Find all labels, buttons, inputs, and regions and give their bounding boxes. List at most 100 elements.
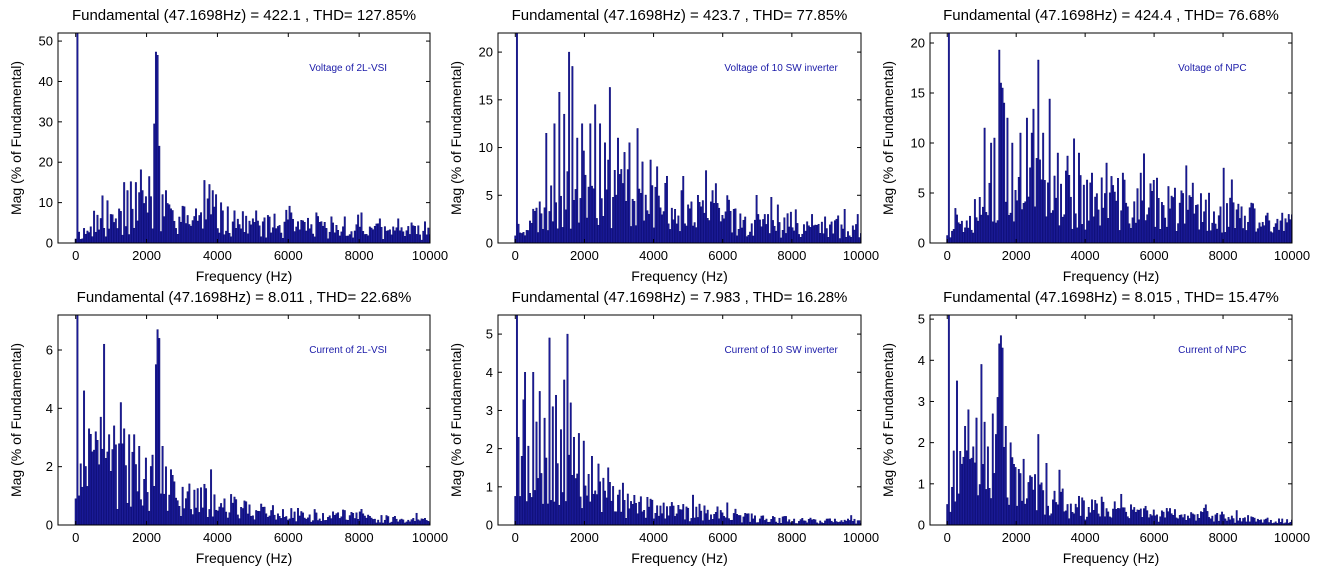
y-tick-label: 10 bbox=[911, 136, 925, 151]
bar bbox=[1004, 425, 1007, 525]
bars-group bbox=[946, 315, 1292, 525]
bar bbox=[1253, 208, 1256, 243]
x-tick-label: 10000 bbox=[843, 530, 879, 545]
bar bbox=[1073, 513, 1076, 525]
bar bbox=[424, 221, 426, 243]
bar bbox=[1224, 518, 1227, 525]
bar bbox=[996, 397, 999, 525]
bar bbox=[213, 494, 216, 525]
bar bbox=[1191, 513, 1194, 525]
bar bbox=[1133, 201, 1136, 243]
x-tick-label: 4000 bbox=[1071, 530, 1100, 545]
bar bbox=[692, 494, 694, 525]
bar bbox=[1243, 517, 1246, 525]
bar bbox=[1060, 183, 1062, 243]
bar bbox=[1133, 507, 1136, 525]
bar bbox=[1193, 514, 1196, 525]
series-annotation: Voltage of NPC bbox=[1178, 63, 1246, 74]
bar bbox=[1141, 517, 1144, 525]
bar bbox=[1056, 504, 1059, 525]
bar bbox=[1247, 515, 1250, 525]
bar bbox=[1105, 508, 1108, 525]
bar bbox=[1269, 519, 1272, 525]
bar bbox=[853, 518, 856, 525]
bar bbox=[1123, 507, 1126, 525]
bar bbox=[594, 104, 597, 243]
bar bbox=[988, 488, 991, 525]
bar bbox=[998, 343, 1001, 525]
bar bbox=[954, 501, 957, 525]
bar bbox=[343, 216, 346, 243]
bar bbox=[343, 510, 346, 525]
chart-title: Fundamental (47.1698Hz) = 8.011 , THD= 2… bbox=[76, 289, 412, 306]
bar bbox=[164, 466, 167, 525]
bar bbox=[1186, 515, 1189, 525]
bar bbox=[144, 457, 147, 525]
x-tick-label: 10000 bbox=[1274, 248, 1310, 263]
bar bbox=[360, 212, 363, 243]
bar bbox=[1169, 508, 1171, 525]
bar bbox=[1037, 59, 1040, 243]
bar bbox=[957, 493, 960, 525]
bar bbox=[986, 446, 989, 525]
axes-frame bbox=[57, 314, 431, 526]
bar bbox=[1196, 514, 1199, 525]
bar bbox=[1042, 490, 1045, 525]
bars-group bbox=[946, 33, 1292, 243]
y-tick-label: 50 bbox=[39, 34, 53, 49]
bar bbox=[1079, 515, 1082, 525]
bar bbox=[1165, 508, 1168, 525]
x-tick-label: 2000 bbox=[570, 248, 599, 263]
bar bbox=[527, 445, 530, 525]
bar bbox=[1256, 518, 1259, 525]
bar bbox=[550, 185, 553, 243]
bar bbox=[196, 488, 199, 525]
bar bbox=[1253, 517, 1256, 525]
bar bbox=[263, 217, 266, 243]
bar bbox=[76, 33, 79, 243]
y-tick-label: 10 bbox=[39, 195, 53, 210]
bar bbox=[1182, 193, 1184, 243]
y-tick-label: 0 bbox=[918, 236, 925, 251]
bar bbox=[1032, 108, 1035, 243]
bar bbox=[1065, 510, 1067, 525]
bar bbox=[178, 506, 181, 525]
bar bbox=[1131, 509, 1134, 525]
bar bbox=[146, 492, 149, 525]
bar bbox=[563, 379, 566, 525]
y-tick-label: 4 bbox=[918, 353, 925, 368]
bar bbox=[280, 232, 283, 243]
bar bbox=[126, 190, 129, 243]
bar bbox=[612, 486, 615, 525]
bar bbox=[131, 208, 134, 243]
bar bbox=[245, 501, 248, 525]
bar bbox=[1146, 510, 1149, 525]
y-tick-label: 0 bbox=[46, 236, 53, 251]
bar bbox=[1117, 178, 1119, 243]
bar bbox=[1012, 464, 1015, 525]
bar bbox=[1216, 513, 1219, 525]
bar bbox=[1250, 516, 1253, 525]
bar bbox=[985, 489, 988, 525]
bar bbox=[947, 315, 950, 525]
bar bbox=[999, 335, 1002, 525]
bar bbox=[556, 463, 559, 525]
bar bbox=[1019, 132, 1022, 243]
bar bbox=[1095, 503, 1098, 525]
bar bbox=[1173, 187, 1176, 243]
x-tick-label: 4000 bbox=[1071, 248, 1100, 263]
y-tick-label: 20 bbox=[479, 45, 493, 60]
bar bbox=[1206, 511, 1209, 525]
bar bbox=[1100, 496, 1103, 525]
x-tick-label: 8000 bbox=[345, 248, 374, 263]
bar bbox=[1188, 518, 1191, 525]
bar bbox=[1208, 517, 1210, 525]
bar bbox=[1118, 508, 1121, 525]
bar bbox=[555, 394, 557, 525]
bar bbox=[1266, 517, 1269, 525]
bar bbox=[548, 337, 551, 525]
y-tick-label: 6 bbox=[46, 343, 53, 358]
x-tick-label: 2000 bbox=[1002, 530, 1031, 545]
bar bbox=[208, 184, 211, 243]
